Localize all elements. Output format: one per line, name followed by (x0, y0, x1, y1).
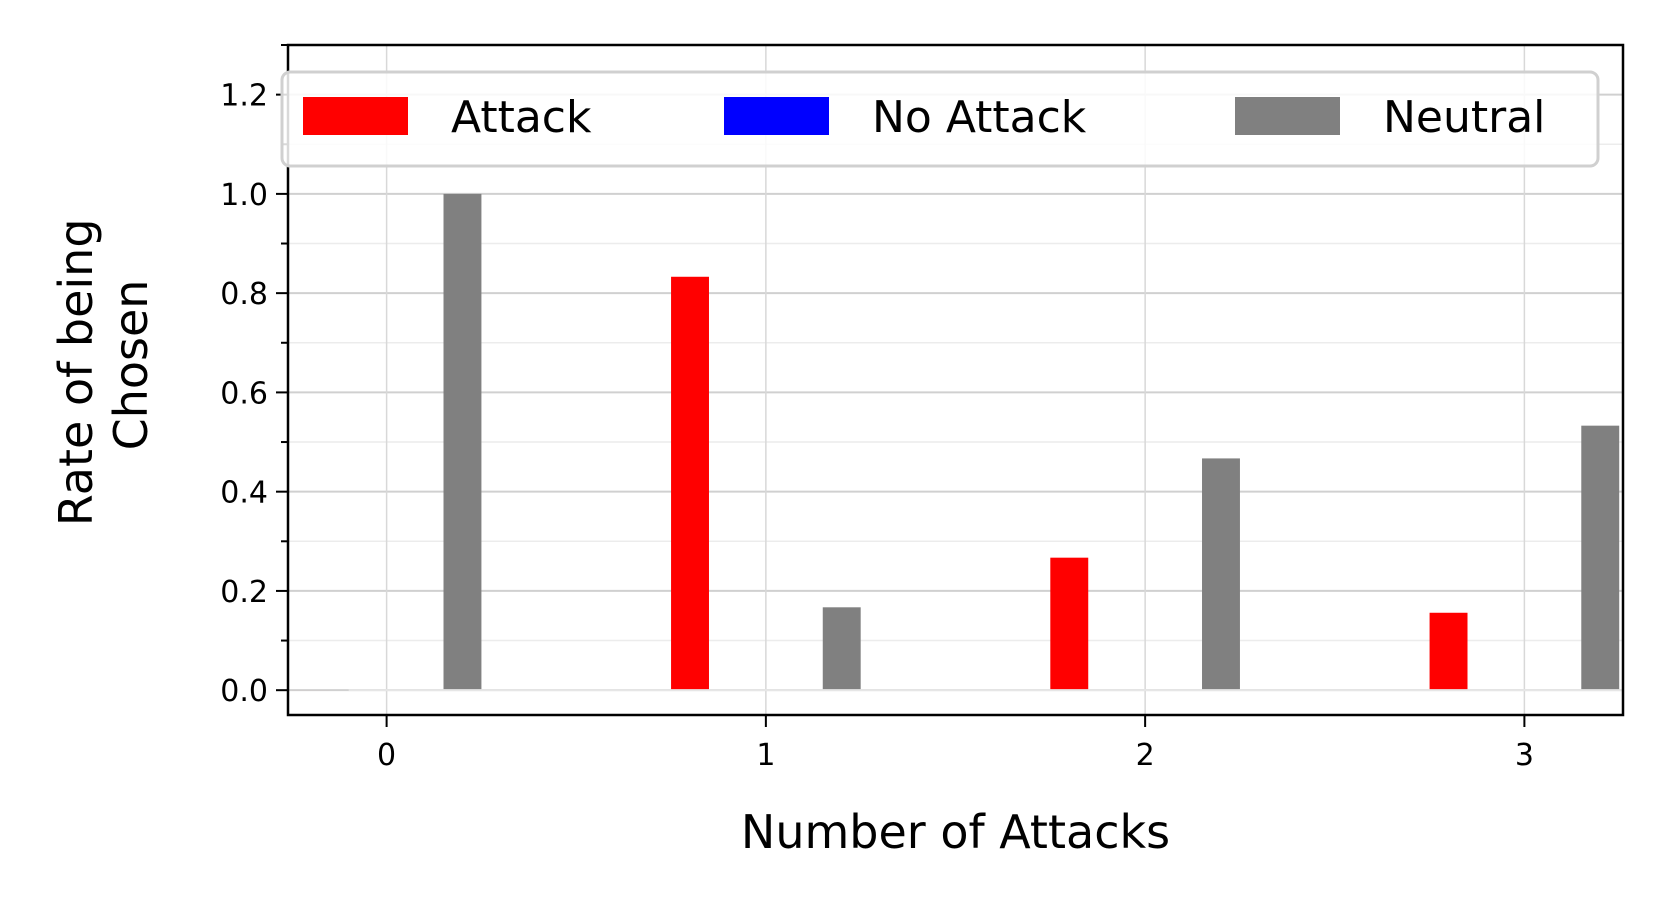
bar-attack-3 (1429, 612, 1468, 691)
x-tick-label: 0 (377, 738, 396, 773)
bar-neutral-3 (1581, 425, 1620, 691)
bar-neutral-1 (822, 607, 861, 691)
bar-neutral-0 (443, 193, 482, 691)
legend: Attack No Attack Neutral (280, 70, 1600, 168)
legend-box (280, 70, 1600, 168)
y-tick-label: 0.4 (220, 476, 268, 511)
y-axis-title: Rate of being Chosen (49, 204, 158, 526)
y-tick-label: 0.2 (220, 575, 268, 610)
y-tick-label: 0.8 (220, 277, 268, 312)
x-axis-title: Number of Attacks (741, 805, 1170, 859)
y-axis-title-line-2: Chosen (104, 280, 158, 451)
legend-label-attack: Attack (451, 92, 592, 143)
y-tick-label: 1.2 (220, 79, 268, 114)
bar-attack-2 (1050, 557, 1089, 691)
x-tick-label: 1 (756, 738, 775, 773)
y-tick-label: 0.6 (220, 376, 268, 411)
y-tick-label: 0.0 (220, 674, 268, 709)
legend-label-neutral: Neutral (1383, 92, 1545, 143)
plot-frame (286, 43, 1625, 717)
bar-attack-1 (671, 276, 709, 691)
bar-neutral-2 (1202, 458, 1240, 691)
y-axis-title-line-1: Rate of being (49, 218, 103, 526)
legend-label-no-attack: No Attack (872, 92, 1087, 143)
x-tick-label: 3 (1515, 738, 1534, 773)
legend-swatch-neutral (1235, 97, 1340, 135)
legend-swatch-no-attack (724, 97, 829, 135)
bars (291, 193, 1623, 692)
x-tick-label: 2 (1136, 738, 1155, 773)
ticks: 0.0 0.2 0.4 0.6 0.8 1.0 1.2 0 1 2 3 (220, 44, 1534, 773)
y-tick-label: 1.0 (220, 178, 268, 213)
legend-swatch-attack (303, 97, 408, 135)
